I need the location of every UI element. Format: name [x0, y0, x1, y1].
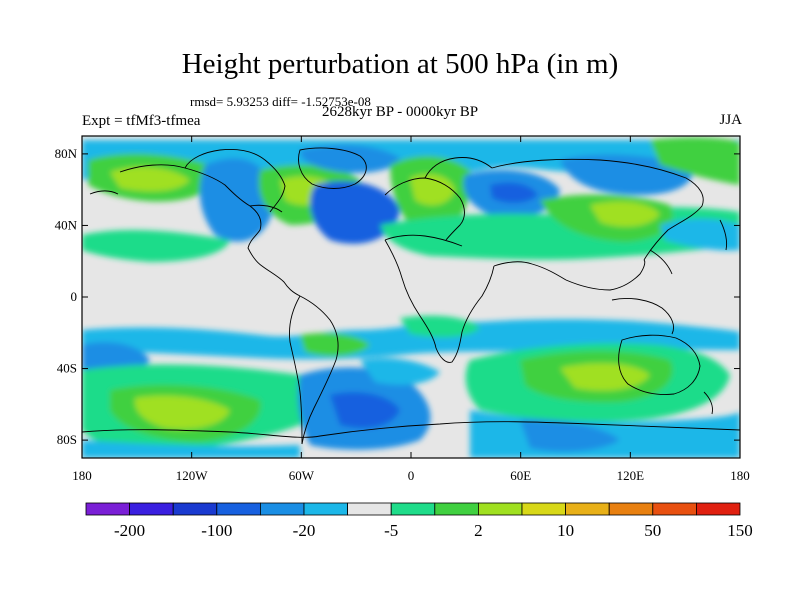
colorbar-swatch: [129, 502, 174, 516]
field-region: [110, 166, 190, 192]
height-field: [82, 136, 740, 458]
field-region: [660, 218, 740, 251]
colorbar-swatch: [303, 502, 348, 516]
coastline: [82, 421, 740, 438]
field-region: [199, 158, 275, 242]
coastline: [649, 249, 673, 275]
colorbar-swatch: [477, 502, 523, 516]
field-region: [410, 174, 455, 206]
field-region: [330, 392, 400, 429]
field-region: [300, 144, 400, 173]
coastline: [565, 259, 646, 291]
longitude-ticks: 180 120W 60W 0 60E 120E 180: [72, 136, 750, 483]
field-region: [82, 440, 300, 458]
field-region: [490, 182, 538, 203]
colorbar-swatch: [85, 502, 130, 516]
coastline: [249, 204, 283, 213]
season-label: JJA: [719, 112, 742, 128]
field-region: [650, 137, 740, 185]
lon-tick-label: 0: [408, 468, 415, 483]
colorbar-swatch: [259, 502, 305, 516]
coastline: [184, 149, 286, 213]
colorbar-swatch: [608, 502, 654, 516]
plot-title: Height perturbation at 500 hPa (in m): [181, 48, 619, 80]
coastline: [299, 295, 339, 445]
colorbar-swatch: [565, 502, 610, 516]
colorbar-label: 2: [474, 521, 483, 540]
lat-tick-label: 40N: [55, 217, 78, 232]
field-region: [310, 181, 400, 244]
colorbar-swatch: [696, 502, 741, 516]
field-region: [360, 358, 440, 385]
lon-tick-label: 60E: [510, 468, 531, 483]
stats-line: rmsd= 5.93253 diff= -1.52753e-08: [190, 94, 371, 109]
colorbar-swatch: [172, 502, 218, 516]
coastline: [384, 234, 463, 247]
colorbar-label: -200: [114, 521, 145, 540]
lat-tick-label: 0: [71, 289, 78, 304]
colorbar-swatch: [216, 502, 261, 516]
coastline: [618, 334, 701, 395]
field-region: [300, 333, 370, 357]
field-region: [82, 230, 230, 262]
coastline: [384, 239, 495, 363]
colorbar-label: -20: [293, 521, 316, 540]
lon-tick-label: 120W: [176, 468, 209, 483]
colorbar: -200 -100 -20 -5 2 10 50 150: [85, 502, 753, 540]
colorbar-swatch: [434, 502, 479, 516]
colorbar-swatch: [347, 502, 392, 516]
coastline: [298, 147, 367, 189]
latitude-ticks: 80N 40N 0 40S 80S: [55, 146, 740, 447]
field-region: [400, 315, 480, 338]
coastline: [89, 190, 119, 195]
coastline: [491, 158, 704, 261]
lat-tick-label: 40S: [57, 361, 77, 376]
coastline: [703, 391, 713, 415]
colorbar-swatch: [652, 502, 697, 516]
lon-tick-label: 180: [72, 468, 92, 483]
colorbar-label: 10: [557, 521, 574, 540]
colorbar-label: -100: [201, 521, 232, 540]
experiment-label: Expt = tfMf3-tfmea: [82, 113, 201, 129]
lon-tick-label: 180: [730, 468, 750, 483]
colorbar-swatch: [521, 502, 566, 516]
coastline: [493, 261, 567, 281]
lon-tick-label: 60W: [289, 468, 315, 483]
field-region: [134, 395, 230, 430]
period-label: 2628kyr BP - 0000kyr BP: [322, 104, 479, 120]
lat-tick-label: 80S: [57, 432, 77, 447]
field-region: [590, 201, 660, 227]
coastline: [424, 157, 493, 179]
coastline: [611, 297, 674, 335]
colorbar-swatch: [390, 502, 436, 516]
coastline: [119, 164, 301, 297]
coastlines: [82, 147, 740, 445]
lat-tick-label: 80N: [55, 146, 78, 161]
field-region: [560, 154, 693, 195]
coastline: [384, 177, 465, 241]
coastline: [289, 295, 303, 445]
colorbar-label: 150: [727, 521, 753, 540]
coastline: [719, 219, 728, 251]
lon-tick-label: 120E: [617, 468, 645, 483]
colorbar-label: 50: [644, 521, 661, 540]
field-region: [520, 419, 620, 452]
colorbar-label: -5: [384, 521, 398, 540]
